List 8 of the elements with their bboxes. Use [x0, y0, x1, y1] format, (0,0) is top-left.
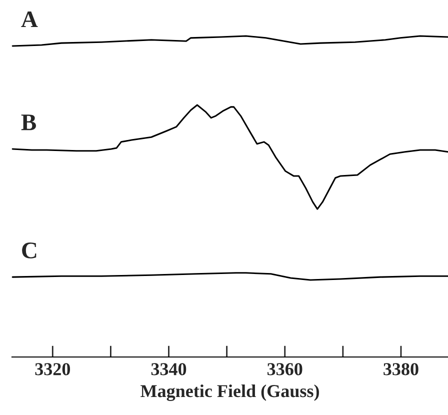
x-tick-label: 3320	[35, 363, 70, 376]
x-tick-label: 3380	[384, 363, 418, 376]
series-label: C	[22, 242, 36, 258]
x-tick-label: 3340	[151, 363, 186, 376]
x-axis-title: Magnetic Field (Gauss)	[140, 384, 319, 401]
series-label: B	[21, 114, 36, 130]
x-tick-label: 3360	[267, 363, 302, 376]
series-label: A	[21, 11, 38, 28]
